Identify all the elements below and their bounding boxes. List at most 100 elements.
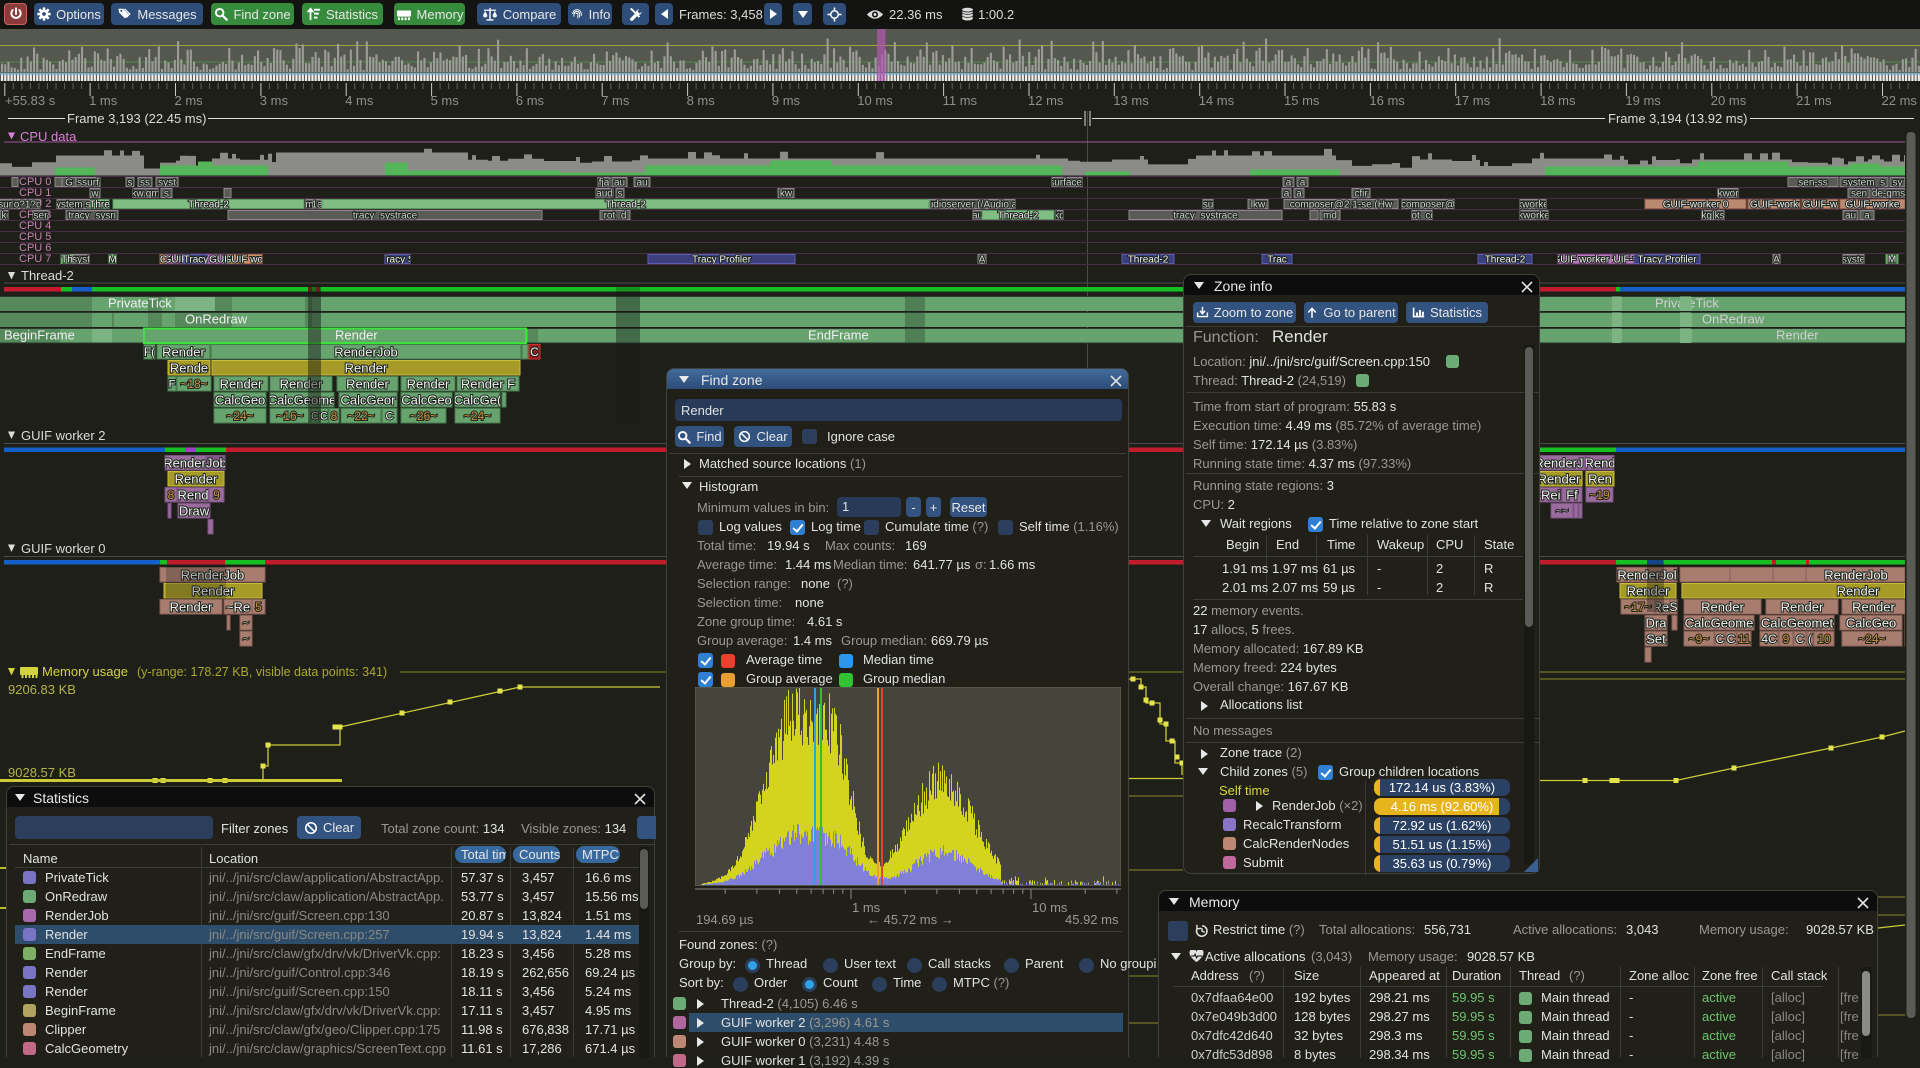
svg-text:(: (: [1808, 632, 1812, 646]
svg-text:9028.57 KB: 9028.57 KB: [8, 765, 76, 780]
svg-text:A: A: [1773, 255, 1780, 266]
svg-text:a: a: [1864, 211, 1870, 222]
svg-text:C: C: [386, 411, 394, 423]
svg-text:Tracy Profiler: Tracy Profiler: [692, 255, 752, 266]
svg-text:22 ms: 22 ms: [1882, 93, 1918, 108]
svg-text:kw.gm: kw.gm: [131, 189, 159, 200]
svg-text:Rer: Rer: [1653, 599, 1675, 614]
svg-text:OnRedraw: OnRedraw: [1702, 312, 1765, 327]
svg-text:Render: Render: [1776, 328, 1819, 343]
svg-text:15 ms: 15 ms: [1284, 93, 1320, 108]
svg-text:kw: kw: [780, 189, 793, 200]
svg-text:Tracy S: Tracy S: [380, 255, 414, 266]
svg-text:~17~: ~17~: [1624, 600, 1651, 614]
svg-text:8: 8: [168, 488, 175, 502]
svg-text:6 ms: 6 ms: [516, 93, 545, 108]
svg-text:de-gms: de-gms: [1872, 189, 1905, 200]
svg-text:su: su: [1203, 200, 1214, 211]
svg-text:a: a: [1284, 189, 1290, 200]
svg-text:Render: Render: [1852, 599, 1895, 614]
svg-text:ssurf: ssurf: [77, 178, 99, 189]
svg-text:C: C: [320, 411, 328, 423]
svg-text:C: C: [1796, 632, 1805, 646]
svg-text:GUIF worker 2: GUIF worker 2: [1552, 255, 1617, 266]
svg-text:M: M: [108, 255, 116, 266]
svg-text:GUIF worker 0: GUIF worker 0: [21, 541, 106, 556]
svg-text:Render: Render: [1538, 471, 1581, 486]
svg-text:au: au: [636, 178, 647, 189]
svg-text:CPU data: CPU data: [20, 129, 77, 144]
svg-text:CalcGeor: CalcGeor: [341, 392, 397, 407]
svg-text:GUIF-w: GUIF-w: [1803, 200, 1838, 211]
svg-text:10: 10: [1817, 632, 1831, 646]
svg-text:m: m: [305, 200, 313, 211]
svg-text:CalcGeomet: CalcGeomet: [1761, 615, 1834, 630]
svg-text:F(: F(: [144, 345, 155, 359]
svg-text:5 ms: 5 ms: [431, 93, 460, 108]
svg-text:rot_co: rot_co: [1408, 211, 1436, 222]
svg-text:tracy_systrace: tracy_systrace: [1173, 211, 1238, 222]
svg-text:10 ms: 10 ms: [857, 93, 893, 108]
svg-text:Trac: Trac: [1267, 255, 1287, 266]
svg-text:sen-ss: sen-ss: [1798, 178, 1827, 189]
svg-text:cfir: cfir: [1354, 189, 1368, 200]
svg-text:Render: Render: [175, 471, 218, 486]
svg-text:CPU 0: CPU 0: [19, 176, 51, 188]
svg-text:Dra: Dra: [1646, 615, 1668, 630]
svg-text:Render: Render: [162, 344, 205, 359]
svg-text:Render: Render: [345, 360, 388, 375]
svg-text:14 ms: 14 ms: [1199, 93, 1235, 108]
svg-text:A: A: [979, 255, 986, 266]
svg-text:md: md: [1323, 211, 1337, 222]
svg-text:Thread-2: Thread-2: [188, 200, 229, 211]
svg-text:surfacef: surfacef: [1049, 178, 1085, 189]
svg-text:CalcGeome: CalcGeome: [1685, 615, 1754, 630]
svg-text:Render F: Render F: [461, 376, 515, 391]
svg-text:ser: ser: [34, 211, 49, 222]
svg-text:syst: syst: [158, 178, 176, 189]
svg-text:~24~: ~24~: [464, 409, 491, 423]
svg-text:aud: aud: [596, 189, 613, 200]
svg-text:C: C: [530, 345, 539, 359]
svg-text:lo?1?g: lo?1?g: [11, 200, 41, 211]
svg-text:composer@2.1-se (Hw: composer@2.1-se (Hw: [1290, 200, 1393, 211]
svg-text:~9~: ~9~: [1689, 632, 1710, 646]
svg-text:Tracy Profiler: Tracy Profiler: [1637, 255, 1697, 266]
svg-text:au: au: [614, 178, 625, 189]
svg-text:GUIF-work: GUIF-work: [1750, 200, 1799, 211]
svg-text:RenderJ: RenderJ: [1534, 455, 1583, 470]
svg-text:PrivateTick: PrivateTick: [108, 296, 172, 311]
svg-text:18 ms: 18 ms: [1540, 93, 1576, 108]
svg-text:Render: Render: [280, 376, 323, 391]
svg-text:GUIF-worker 0: GUIF-worker 0: [1663, 200, 1729, 211]
svg-text:8: 8: [331, 409, 338, 423]
svg-text:9206.83 KB: 9206.83 KB: [8, 682, 76, 697]
svg-text:Render: Render: [170, 599, 213, 614]
svg-text:C: C: [1727, 632, 1736, 646]
svg-text:Render: Render: [1701, 599, 1744, 614]
svg-text:kg|ks: kg|ks: [1701, 211, 1724, 222]
svg-text:~24~: ~24~: [1858, 632, 1885, 646]
svg-text:audioserver (/Audio au: audioserver (/Audio au: [922, 200, 1023, 211]
svg-text:RenderJob: RenderJob: [163, 455, 227, 470]
svg-text:kwor: kwor: [1717, 189, 1739, 200]
svg-text:lkw: lkw: [1251, 200, 1266, 211]
svg-text:C: C: [1716, 632, 1725, 646]
svg-text:sen: sen: [1851, 189, 1867, 200]
svg-text:~24~: ~24~: [226, 409, 253, 423]
svg-text:a: a: [1296, 189, 1302, 200]
svg-text:3 ms: 3 ms: [260, 93, 289, 108]
svg-text:S: S: [1669, 600, 1677, 614]
svg-text:Render: Render: [220, 376, 263, 391]
svg-text:~18~: ~18~: [180, 377, 207, 391]
svg-text:~19: ~19: [1589, 488, 1610, 502]
svg-text:GUIF wor: GUIF wor: [224, 255, 267, 266]
svg-text:Rend: Rend: [1584, 455, 1615, 470]
svg-text:Render: Render: [1781, 599, 1824, 614]
svg-text:kq: kq: [1054, 211, 1065, 222]
svg-text:~Rei: ~Rei: [1533, 487, 1560, 502]
svg-text:16 ms: 16 ms: [1369, 93, 1405, 108]
svg-text:M: M: [1888, 255, 1896, 266]
svg-text:kworke: kworke: [1517, 200, 1549, 211]
svg-text:CPU 1: CPU 1: [19, 187, 51, 199]
